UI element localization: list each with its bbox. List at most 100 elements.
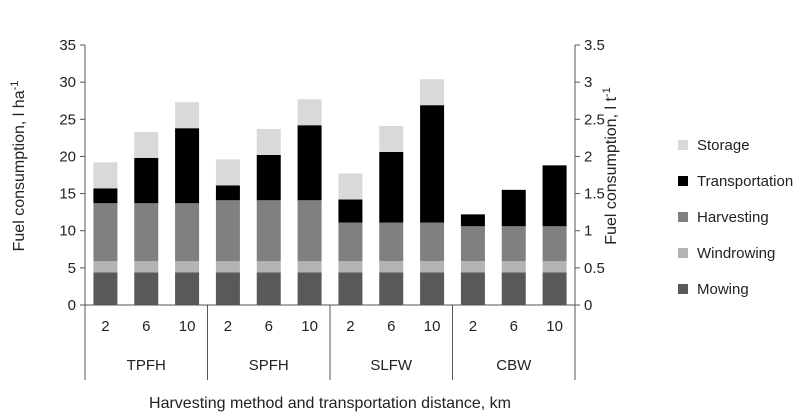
x-tick-label: 6 <box>265 318 273 335</box>
bar-segment-transportation <box>460 214 485 227</box>
bar-segment-mowing <box>420 272 445 305</box>
bar-segment-harvesting <box>93 203 118 262</box>
legend-label: Transportation <box>697 173 793 190</box>
x-tick-label: 2 <box>346 318 354 335</box>
bar-segment-storage <box>134 131 159 158</box>
bar-segment-mowing <box>501 272 526 305</box>
bar-segment-harvesting <box>297 200 322 262</box>
y-right-tick-label: 0.5 <box>584 260 605 277</box>
y-axis-right-title: Fuel consumption, l t-1 <box>601 87 620 244</box>
bar-segment-transportation <box>297 125 322 201</box>
bar-segment-storage <box>93 162 118 189</box>
legend-swatch <box>678 248 688 258</box>
bar-segment-storage <box>379 125 404 152</box>
bar-segment-transportation <box>338 199 363 223</box>
legend-swatch <box>678 176 688 186</box>
group-label: SPFH <box>249 357 289 374</box>
legend-swatch <box>678 284 688 294</box>
bar-segment-storage <box>256 128 281 155</box>
plot-area <box>93 79 567 305</box>
group-label: SLFW <box>370 357 413 374</box>
bar-segment-storage <box>175 102 200 129</box>
bar-segment-windrowing <box>134 261 159 273</box>
y-right-tick-label: 1 <box>584 223 592 240</box>
x-tick-label: 2 <box>224 318 232 335</box>
bar-segment-mowing <box>338 272 363 305</box>
y-left-tick-label: 30 <box>59 74 76 91</box>
y-left-tick-label: 25 <box>59 111 76 128</box>
y-left-tick-label: 35 <box>59 37 76 54</box>
bar-segment-harvesting <box>215 200 240 262</box>
bar-segment-transportation <box>542 165 567 227</box>
bar-segment-windrowing <box>460 261 485 273</box>
x-tick-label: 10 <box>546 318 563 335</box>
y-left-tick-label: 0 <box>68 297 76 314</box>
y-left-tick-label: 15 <box>59 186 76 203</box>
y-right-tick-label: 0 <box>584 297 592 314</box>
y-right-tick-label: 3.5 <box>584 37 605 54</box>
bar-segment-transportation <box>134 157 159 204</box>
bar-segment-harvesting <box>175 203 200 262</box>
bar-segment-harvesting <box>420 222 445 262</box>
legend-label: Mowing <box>697 281 749 298</box>
bar-segment-harvesting <box>134 203 159 262</box>
y-right-tick-label: 2 <box>584 148 592 165</box>
bar-segment-storage <box>215 159 240 186</box>
group-label: TPFH <box>127 357 166 374</box>
bar-segment-mowing <box>175 272 200 305</box>
x-tick-label: 10 <box>424 318 441 335</box>
bar-segment-storage <box>297 99 322 126</box>
bar-segment-windrowing <box>379 261 404 273</box>
axes: 0 5 10 15 20 25 30 35 0 0.5 1 1.5 2 2.5 3 3.5 2 6 10 TPFH 2 6… <box>59 37 605 380</box>
bar-segment-transportation <box>379 151 404 223</box>
bar-segment-mowing <box>379 272 404 305</box>
y-left-tick-label: 10 <box>59 223 76 240</box>
bar-segment-mowing <box>93 272 118 305</box>
group-label: CBW <box>496 357 532 374</box>
bar-segment-windrowing <box>501 261 526 273</box>
bar-segment-windrowing <box>215 261 240 273</box>
x-tick-label: 6 <box>142 318 150 335</box>
bar-segment-transportation <box>93 188 118 204</box>
y-left-tick-label: 5 <box>68 260 76 277</box>
x-axis-title: Harvesting method and transportation dis… <box>149 395 511 412</box>
legend-label: Storage <box>697 137 750 154</box>
x-tick-label: 10 <box>179 318 196 335</box>
bar-segment-mowing <box>215 272 240 305</box>
y-left-tick-label: 20 <box>59 148 76 165</box>
bar-segment-harvesting <box>501 226 526 262</box>
x-tick-label: 10 <box>301 318 318 335</box>
bar-segment-harvesting <box>256 200 281 262</box>
legend-label: Windrowing <box>697 245 775 262</box>
y-axis-left-title: Fuel consumption, l ha-1 <box>9 81 28 252</box>
x-tick-label: 6 <box>510 318 518 335</box>
bar-segment-harvesting <box>460 226 485 262</box>
bar-segment-transportation <box>215 185 240 201</box>
bar-segment-windrowing <box>338 261 363 273</box>
bar-segment-transportation <box>175 128 200 204</box>
y-right-tick-label: 2.5 <box>584 111 605 128</box>
bar-segment-mowing <box>542 272 567 305</box>
bar-segment-windrowing <box>93 261 118 273</box>
bar-segment-storage <box>420 79 445 106</box>
legend-swatch <box>678 140 688 150</box>
bar-segment-transportation <box>501 189 526 227</box>
legend-label: Harvesting <box>697 209 769 226</box>
x-tick-label: 2 <box>469 318 477 335</box>
bar-segment-windrowing <box>297 261 322 273</box>
bar-segment-mowing <box>297 272 322 305</box>
bar-segment-windrowing <box>542 261 567 273</box>
bar-segment-windrowing <box>420 261 445 273</box>
y-right-tick-label: 3 <box>584 74 592 91</box>
x-tick-label: 2 <box>101 318 109 335</box>
legend: Storage Transportation Harvesting Windrowin… <box>678 137 793 298</box>
bar-segment-mowing <box>256 272 281 305</box>
bar-segment-transportation <box>420 105 445 223</box>
y-right-tick-label: 1.5 <box>584 186 605 203</box>
bar-segment-harvesting <box>542 226 567 262</box>
legend-swatch <box>678 212 688 222</box>
bar-segment-harvesting <box>338 222 363 262</box>
bar-segment-storage <box>338 173 363 200</box>
bar-segment-mowing <box>134 272 159 305</box>
